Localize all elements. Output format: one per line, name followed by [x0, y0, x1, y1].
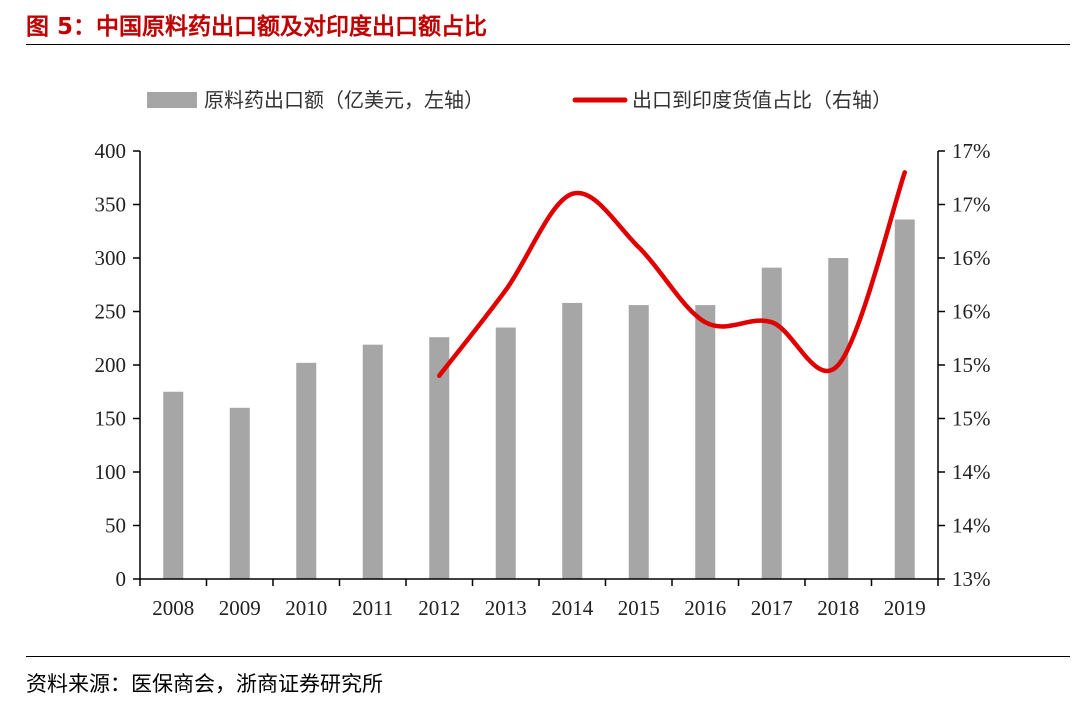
y-right-tick-label: 17% — [952, 193, 991, 217]
x-tick-label: 2018 — [817, 596, 859, 620]
y-right-tick-label: 13% — [952, 567, 991, 591]
x-tick-label: 2017 — [751, 596, 793, 620]
bottom-rule — [26, 656, 1070, 657]
legend-bar-swatch — [147, 92, 197, 108]
bar-2011 — [362, 344, 383, 579]
bar-2014 — [562, 302, 583, 579]
y-right-tick-label: 17% — [952, 139, 991, 163]
y-left-tick-label: 200 — [95, 353, 127, 377]
y-right-tick-label: 15% — [952, 353, 991, 377]
figure-title: 图 5：中国原料药出口额及对印度出口额占比 — [26, 14, 488, 40]
y-left-tick-label: 300 — [95, 246, 127, 270]
line-series — [437, 170, 907, 378]
bar-2012 — [429, 337, 450, 579]
bar-2013 — [495, 327, 516, 579]
y-left-tick-label: 0 — [116, 567, 127, 591]
y-left-tick-label: 150 — [95, 407, 127, 431]
bar-2018 — [828, 258, 849, 579]
x-tick-label: 2015 — [618, 596, 660, 620]
y-left-tick-label: 250 — [95, 300, 127, 324]
y-left-tick-label: 50 — [105, 514, 126, 538]
x-tick-label: 2008 — [152, 596, 194, 620]
y-right-tick-label: 15% — [952, 407, 991, 431]
bar-2015 — [628, 305, 649, 579]
x-tick-label: 2014 — [551, 596, 594, 620]
bar-2009 — [229, 407, 250, 579]
x-tick-label: 2011 — [352, 596, 393, 620]
axes: 0 50 100 150 200 250 300 350 400 13% 14% 14% 15% 15% 1… — [95, 139, 991, 620]
legend: 原料药出口额（亿美元，左轴） 出口到印度货值占比（右轴） — [147, 88, 892, 112]
legend-line-label: 出口到印度货值占比（右轴） — [632, 88, 892, 112]
x-tick-label: 2009 — [219, 596, 261, 620]
y-left-tick-label: 100 — [95, 460, 127, 484]
x-tick-label: 2012 — [418, 596, 460, 620]
y-right-tick-label: 14% — [952, 514, 991, 538]
bar-2017 — [761, 267, 782, 579]
y-right-tick-label: 16% — [952, 300, 991, 324]
y-left-tick-label: 400 — [95, 139, 127, 163]
y-left-tick-label: 350 — [95, 193, 127, 217]
y-right-tick-label: 16% — [952, 246, 991, 270]
source-note: 资料来源：医保商会，浙商证券研究所 — [26, 672, 383, 696]
bar-2016 — [695, 305, 716, 579]
bar-2008 — [163, 391, 184, 579]
x-tick-label: 2019 — [884, 596, 926, 620]
line-path — [437, 170, 907, 378]
top-rule — [26, 44, 1070, 45]
x-tick-label: 2010 — [285, 596, 327, 620]
bar-2019 — [894, 219, 915, 580]
bar-2010 — [296, 362, 317, 579]
legend-bar-label: 原料药出口额（亿美元，左轴） — [204, 88, 484, 112]
y-right-tick-label: 14% — [952, 460, 991, 484]
x-tick-label: 2013 — [485, 596, 527, 620]
x-tick-label: 2016 — [684, 596, 726, 620]
bar-series — [163, 219, 915, 580]
